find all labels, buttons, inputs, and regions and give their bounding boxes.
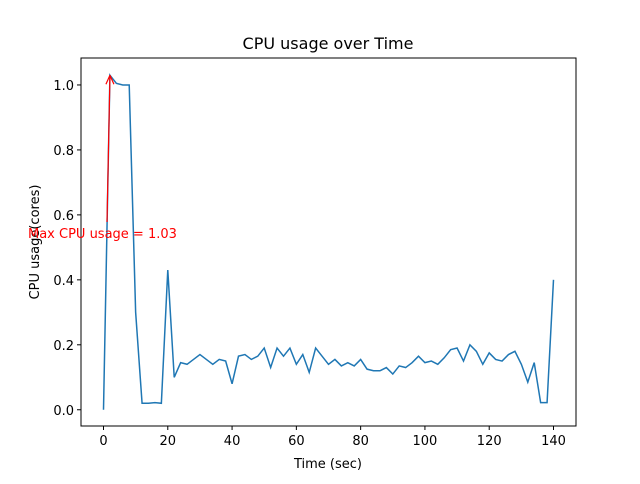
x-tick-label: 100 [413, 434, 438, 449]
x-axis-label: Time (sec) [293, 457, 362, 472]
x-tick-label: 60 [288, 434, 305, 449]
x-tick-label: 140 [541, 434, 566, 449]
x-tick-label: 120 [477, 434, 502, 449]
annotation-arrowhead [105, 74, 115, 85]
y-tick-label: 0.6 [53, 209, 74, 224]
line [102, 73, 555, 410]
y-tick-label: 0.8 [53, 144, 74, 159]
y-tick-label: 0.0 [53, 404, 74, 419]
y-tick-label: 1.0 [53, 79, 74, 94]
y-tick-label: 0.2 [53, 339, 74, 354]
chart-title: CPU usage over Time [243, 34, 414, 53]
annotation: Max CPU usage = 1.03 [28, 227, 177, 242]
x-tick-label: 80 [352, 434, 369, 449]
y-tick-label: 0.4 [53, 274, 74, 289]
y-axis-label: CPU usage(cores) [28, 185, 43, 300]
plot-frame [80, 57, 577, 427]
x-tick-label: 40 [224, 434, 241, 449]
x-tick-label: 20 [160, 434, 177, 449]
annotation-arrow [106, 77, 111, 223]
x-tick-label: 0 [99, 434, 107, 449]
